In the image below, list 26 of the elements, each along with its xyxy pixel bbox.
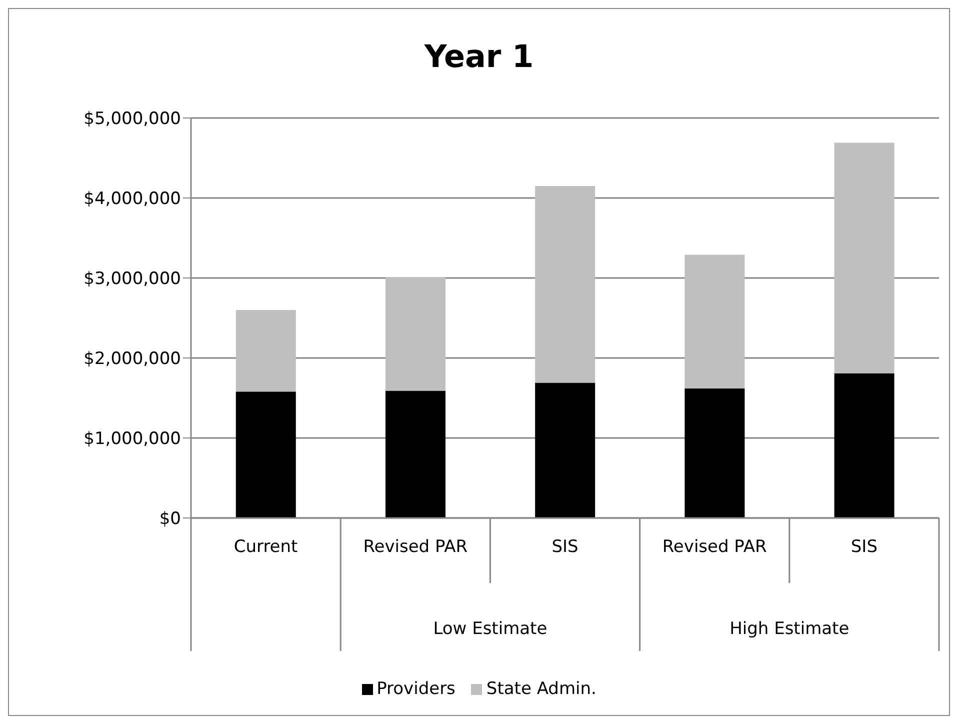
bar <box>385 390 446 518</box>
y-tick-label: $0 <box>159 509 181 530</box>
text: Low Estimate <box>433 619 548 639</box>
chart-title: Year 1 <box>423 39 535 75</box>
y-tick-label: $1,000,000 <box>84 429 181 450</box>
x-tick-label: Revised PAR <box>363 537 468 557</box>
bar <box>684 254 745 388</box>
x-tick-label: SIS <box>552 537 578 557</box>
bar <box>684 388 745 518</box>
legend-label: Providers <box>376 679 456 699</box>
bar <box>385 277 446 391</box>
bar <box>535 186 596 383</box>
x-tick-label: Revised PAR <box>662 537 767 557</box>
bar <box>236 310 296 392</box>
bar <box>535 382 596 518</box>
text: High Estimate <box>730 619 850 639</box>
y-tick-label: $4,000,000 <box>84 189 181 210</box>
y-tick-label: $5,000,000 <box>84 109 181 130</box>
bar <box>236 392 296 518</box>
y-tick-label: $3,000,000 <box>84 269 181 290</box>
x-tick-label: SIS <box>850 537 878 557</box>
legend-label: State Admin. <box>486 679 596 699</box>
x-tick-label: Current <box>234 537 298 557</box>
y-tick-label: $2,000,000 <box>84 349 181 370</box>
bar <box>834 373 894 518</box>
bar <box>834 142 894 374</box>
